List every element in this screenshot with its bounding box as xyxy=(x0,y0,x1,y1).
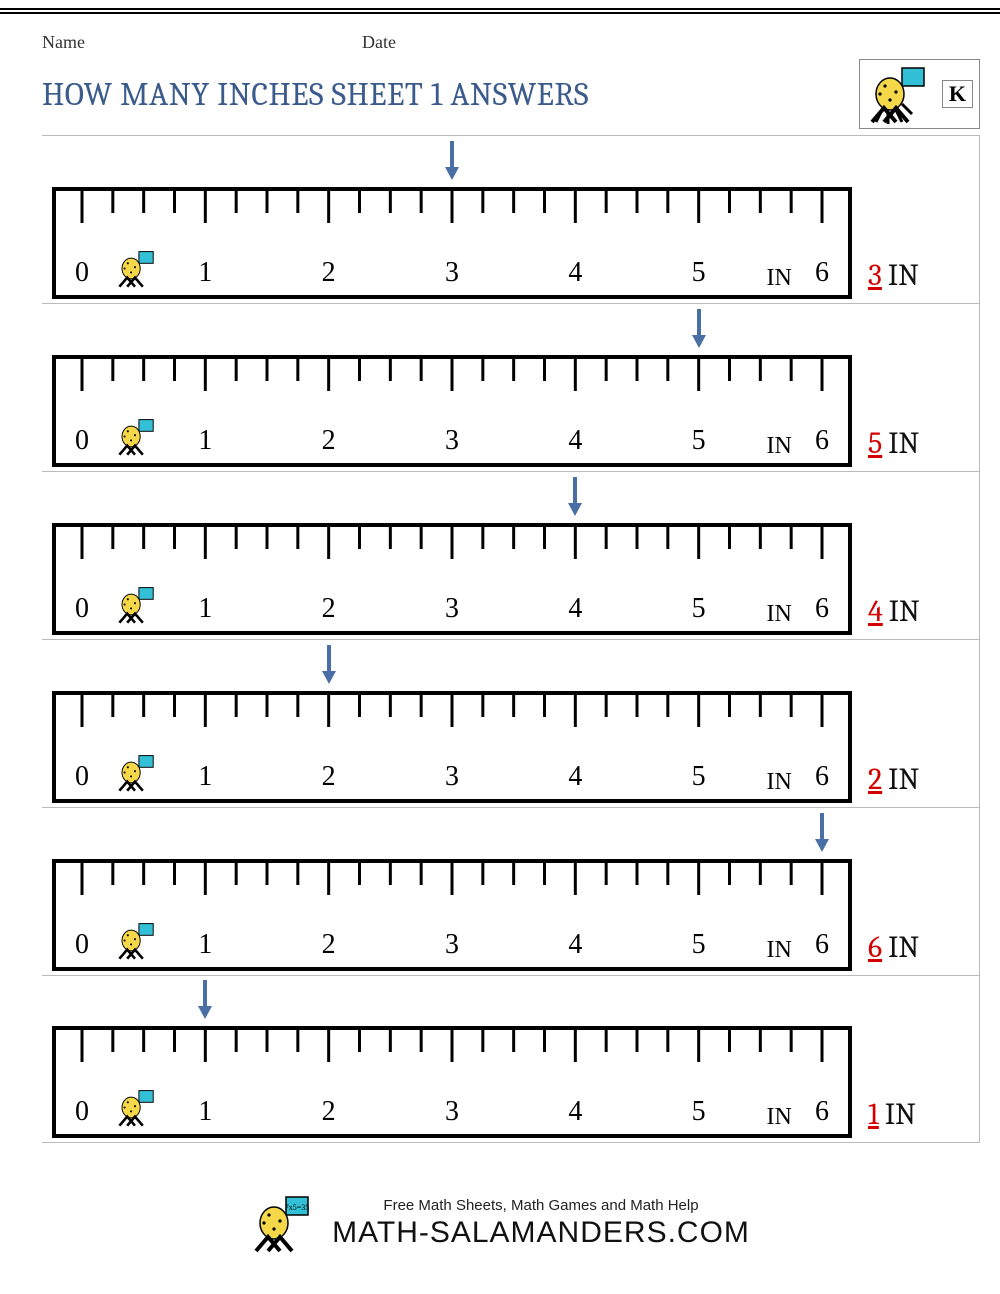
down-arrow-icon xyxy=(690,307,708,349)
svg-text:1: 1 xyxy=(198,761,212,792)
svg-text:2: 2 xyxy=(322,425,336,456)
svg-text:2: 2 xyxy=(322,593,336,624)
svg-text:3: 3 xyxy=(445,257,459,288)
ruler-row: 0 1 2 3 4 5 6 IN 1IN xyxy=(42,975,980,1143)
down-arrow-icon xyxy=(196,978,214,1020)
svg-text:3: 3 xyxy=(445,593,459,624)
ruler-row: 0 1 2 3 4 5 6 IN 4IN xyxy=(42,471,980,639)
svg-text:0: 0 xyxy=(75,761,89,792)
svg-text:2: 2 xyxy=(322,761,336,792)
answer-label: 2IN xyxy=(852,762,969,803)
svg-text:IN: IN xyxy=(767,769,792,795)
svg-text:3: 3 xyxy=(445,929,459,960)
ruler-row: 0 1 2 3 4 5 6 IN 3IN xyxy=(42,135,980,303)
svg-text:5: 5 xyxy=(692,761,706,792)
ruler-row: 0123456IN 6IN xyxy=(42,807,980,975)
pointer-arrow xyxy=(443,139,461,181)
ruler: 0 1 2 3 4 5 6 IN xyxy=(52,1026,852,1138)
down-arrow-icon xyxy=(443,139,461,181)
svg-text:3: 3 xyxy=(445,1096,459,1127)
ruler: 0 1 2 3 4 5 6 IN xyxy=(52,859,852,971)
svg-text:0: 0 xyxy=(75,257,89,288)
svg-text:IN: IN xyxy=(767,937,792,963)
svg-text:3: 3 xyxy=(445,761,459,792)
svg-text:0: 0 xyxy=(75,593,89,624)
date-label: Date xyxy=(362,32,662,53)
svg-text:0: 0 xyxy=(75,425,89,456)
svg-text:6: 6 xyxy=(815,1096,829,1127)
svg-text:4: 4 xyxy=(568,257,582,288)
svg-text:0: 0 xyxy=(75,929,89,960)
ruler-wrap: 0 1 2 3 4 5 6 IN xyxy=(52,475,852,635)
pointer-arrow xyxy=(320,643,338,685)
svg-text:4: 4 xyxy=(568,929,582,960)
down-arrow-icon xyxy=(566,475,584,517)
svg-text:IN: IN xyxy=(767,1104,792,1130)
ruler-wrap: 0 1 2 3 4 5 6 IN xyxy=(52,307,852,467)
grade-badge: K xyxy=(859,59,980,129)
answer-label: 5IN xyxy=(852,426,969,467)
ruler-row: 0 1 2 3 4 5 6 IN 5IN xyxy=(42,303,980,471)
svg-text:4: 4 xyxy=(568,1096,582,1127)
svg-text:6: 6 xyxy=(815,761,829,792)
svg-text:1: 1 xyxy=(198,593,212,624)
svg-text:1: 1 xyxy=(198,1096,212,1127)
page-title: HOW MANY INCHES SHEET 1 ANSWERS xyxy=(42,76,589,113)
svg-text:5: 5 xyxy=(692,929,706,960)
svg-text:6: 6 xyxy=(815,593,829,624)
answer-label: 4IN xyxy=(852,594,969,635)
footer-tagline: Free Math Sheets, Math Games and Math He… xyxy=(332,1197,750,1214)
pointer-arrow xyxy=(813,811,831,853)
ruler: 0 1 2 3 4 5 6 IN xyxy=(52,355,852,467)
svg-text:5: 5 xyxy=(692,425,706,456)
svg-text:0: 0 xyxy=(75,1096,89,1127)
answer-label: 1IN xyxy=(852,1097,969,1138)
svg-text:2: 2 xyxy=(322,1096,336,1127)
footer: 7x5=35 Free Math Sheets, Math Games and … xyxy=(20,1193,980,1258)
svg-text:5: 5 xyxy=(692,593,706,624)
svg-text:IN: IN xyxy=(767,433,792,459)
ruler-wrap: 0 1 2 3 4 5 6 IN xyxy=(52,811,852,971)
answer-label: 3IN xyxy=(852,258,969,299)
title-row: HOW MANY INCHES SHEET 1 ANSWERS K xyxy=(42,59,980,129)
pointer-arrow xyxy=(196,978,214,1020)
pointer-arrow xyxy=(566,475,584,517)
svg-text:IN: IN xyxy=(767,601,792,627)
ruler-wrap: 0 1 2 3 4 5 6 IN xyxy=(52,643,852,803)
svg-text:3: 3 xyxy=(445,425,459,456)
ruler: 0 1 2 3 4 5 6 IN xyxy=(52,691,852,803)
ruler: 0 1 2 3 4 5 6 IN xyxy=(52,523,852,635)
svg-text:7x5=35: 7x5=35 xyxy=(285,1203,310,1212)
svg-text:IN: IN xyxy=(767,265,792,291)
down-arrow-icon xyxy=(320,643,338,685)
svg-text:6: 6 xyxy=(815,425,829,456)
svg-text:4: 4 xyxy=(568,761,582,792)
svg-text:2: 2 xyxy=(322,257,336,288)
svg-text:6: 6 xyxy=(815,929,829,960)
svg-text:5: 5 xyxy=(692,1096,706,1127)
ruler-rows: 0123456IN 3IN0123456IN 5IN0123456IN xyxy=(42,135,980,1143)
svg-text:4: 4 xyxy=(568,425,582,456)
svg-text:1: 1 xyxy=(198,425,212,456)
ruler-row: 0 1 2 3 4 5 6 IN 2IN xyxy=(42,639,980,807)
svg-text:1: 1 xyxy=(198,929,212,960)
ruler-wrap: 0 1 2 3 4 5 6 IN xyxy=(52,978,852,1138)
pointer-arrow xyxy=(690,307,708,349)
worksheet-page: Name Date HOW MANY INCHES SHEET 1 ANSWER… xyxy=(0,14,1000,1288)
down-arrow-icon xyxy=(813,811,831,853)
svg-text:1: 1 xyxy=(198,257,212,288)
svg-text:5: 5 xyxy=(692,257,706,288)
salamander-icon: 7x5=35 xyxy=(250,1193,320,1253)
meta-row: Name Date xyxy=(42,32,980,53)
ruler: 0 1 2 3 4 5 6 IN xyxy=(52,187,852,299)
ruler-wrap: 0 1 2 3 4 5 6 IN xyxy=(52,139,852,299)
salamander-icon xyxy=(866,64,936,124)
name-label: Name xyxy=(42,32,362,53)
footer-brand: MATH-SALAMANDERS.COM xyxy=(332,1216,750,1250)
svg-text:6: 6 xyxy=(815,257,829,288)
grade-letter: K xyxy=(942,80,973,108)
answer-label: 6IN xyxy=(852,930,969,971)
svg-text:2: 2 xyxy=(322,929,336,960)
svg-text:4: 4 xyxy=(568,593,582,624)
